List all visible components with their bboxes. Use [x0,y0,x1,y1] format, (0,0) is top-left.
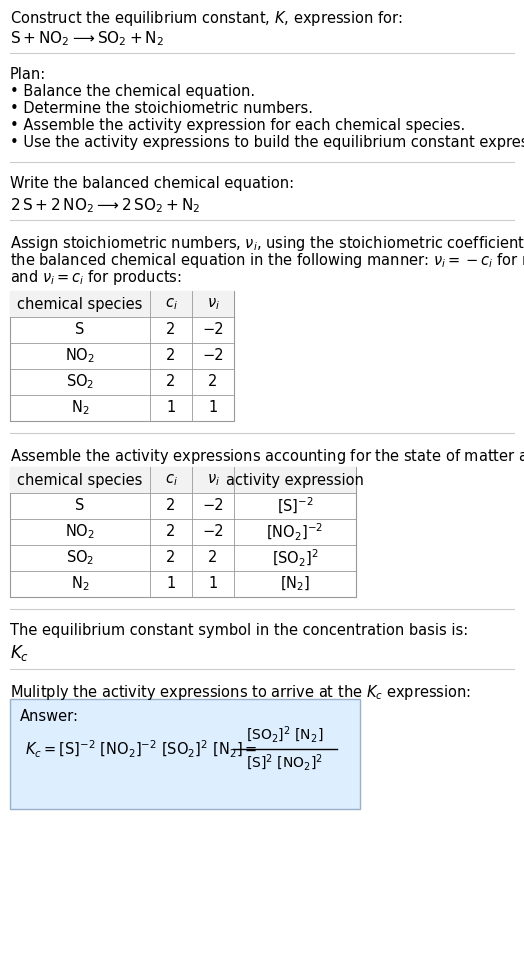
Text: −2: −2 [202,348,224,363]
Text: • Determine the stoichiometric numbers.: • Determine the stoichiometric numbers. [10,101,313,116]
Text: 2: 2 [166,322,176,338]
Text: Construct the equilibrium constant, $K$, expression for:: Construct the equilibrium constant, $K$,… [10,9,402,28]
Text: activity expression: activity expression [226,473,364,487]
FancyBboxPatch shape [10,291,234,421]
Text: Assign stoichiometric numbers, $\nu_i$, using the stoichiometric coefficients, $: Assign stoichiometric numbers, $\nu_i$, … [10,234,524,253]
Text: SO$_2$: SO$_2$ [66,373,94,391]
Text: $\mathrm{S + NO_2 \longrightarrow SO_2 + N_2}$: $\mathrm{S + NO_2 \longrightarrow SO_2 +… [10,29,164,48]
Text: Write the balanced chemical equation:: Write the balanced chemical equation: [10,176,294,191]
Text: • Balance the chemical equation.: • Balance the chemical equation. [10,84,255,99]
Text: −2: −2 [202,322,224,338]
Text: Plan:: Plan: [10,67,46,82]
Text: $\mathrm{2\,S + 2\,NO_2 \longrightarrow 2\,SO_2 + N_2}$: $\mathrm{2\,S + 2\,NO_2 \longrightarrow … [10,196,201,215]
Text: The equilibrium constant symbol in the concentration basis is:: The equilibrium constant symbol in the c… [10,623,468,638]
Text: chemical species: chemical species [17,296,143,312]
Text: S: S [75,322,85,338]
Text: [N$_2$]: [N$_2$] [280,574,310,594]
Text: 1: 1 [167,576,176,592]
Text: the balanced chemical equation in the following manner: $\nu_i = -c_i$ for react: the balanced chemical equation in the fo… [10,251,524,270]
Text: 1: 1 [209,576,217,592]
Text: Assemble the activity expressions accounting for the state of matter and $\nu_i$: Assemble the activity expressions accoun… [10,447,524,466]
Text: chemical species: chemical species [17,473,143,487]
Text: −2: −2 [202,499,224,513]
Text: $c_i$: $c_i$ [165,296,178,312]
FancyBboxPatch shape [10,291,234,317]
Text: and $\nu_i = c_i$ for products:: and $\nu_i = c_i$ for products: [10,268,182,287]
Text: $[\mathrm{S}]^2\ [\mathrm{NO_2}]^2$: $[\mathrm{S}]^2\ [\mathrm{NO_2}]^2$ [246,753,323,773]
Text: 2: 2 [166,550,176,566]
Text: [SO$_2$]$^{2}$: [SO$_2$]$^{2}$ [271,548,319,569]
Text: 2: 2 [209,550,217,566]
FancyBboxPatch shape [10,467,356,493]
Text: $K_c = [\mathrm{S}]^{-2}\ [\mathrm{NO_2}]^{-2}\ [\mathrm{SO_2}]^{2}\ [\mathrm{N_: $K_c = [\mathrm{S}]^{-2}\ [\mathrm{NO_2}… [25,738,257,760]
Text: [S]$^{-2}$: [S]$^{-2}$ [277,496,313,516]
Text: N$_2$: N$_2$ [71,399,89,417]
Text: 2: 2 [209,375,217,389]
Text: N$_2$: N$_2$ [71,574,89,594]
Text: [NO$_2$]$^{-2}$: [NO$_2$]$^{-2}$ [266,522,323,543]
Text: $K_c$: $K_c$ [10,643,29,663]
FancyBboxPatch shape [10,699,360,809]
Text: 2: 2 [166,348,176,363]
Text: S: S [75,499,85,513]
Text: Mulitply the activity expressions to arrive at the $K_c$ expression:: Mulitply the activity expressions to arr… [10,683,471,702]
Text: 2: 2 [166,525,176,540]
Text: $[\mathrm{SO_2}]^2\ [\mathrm{N_2}]$: $[\mathrm{SO_2}]^2\ [\mathrm{N_2}]$ [246,725,324,745]
Text: • Use the activity expressions to build the equilibrium constant expression.: • Use the activity expressions to build … [10,135,524,150]
Text: $\nu_i$: $\nu_i$ [206,296,220,312]
Text: 1: 1 [167,401,176,415]
Text: • Assemble the activity expression for each chemical species.: • Assemble the activity expression for e… [10,118,465,133]
Text: 1: 1 [209,401,217,415]
Text: −2: −2 [202,525,224,540]
Text: $c_i$: $c_i$ [165,472,178,488]
Text: NO$_2$: NO$_2$ [65,523,95,541]
Text: SO$_2$: SO$_2$ [66,549,94,568]
Text: NO$_2$: NO$_2$ [65,346,95,365]
Text: Answer:: Answer: [20,709,79,724]
FancyBboxPatch shape [10,467,356,597]
Text: 2: 2 [166,375,176,389]
Text: $\nu_i$: $\nu_i$ [206,472,220,488]
Text: 2: 2 [166,499,176,513]
